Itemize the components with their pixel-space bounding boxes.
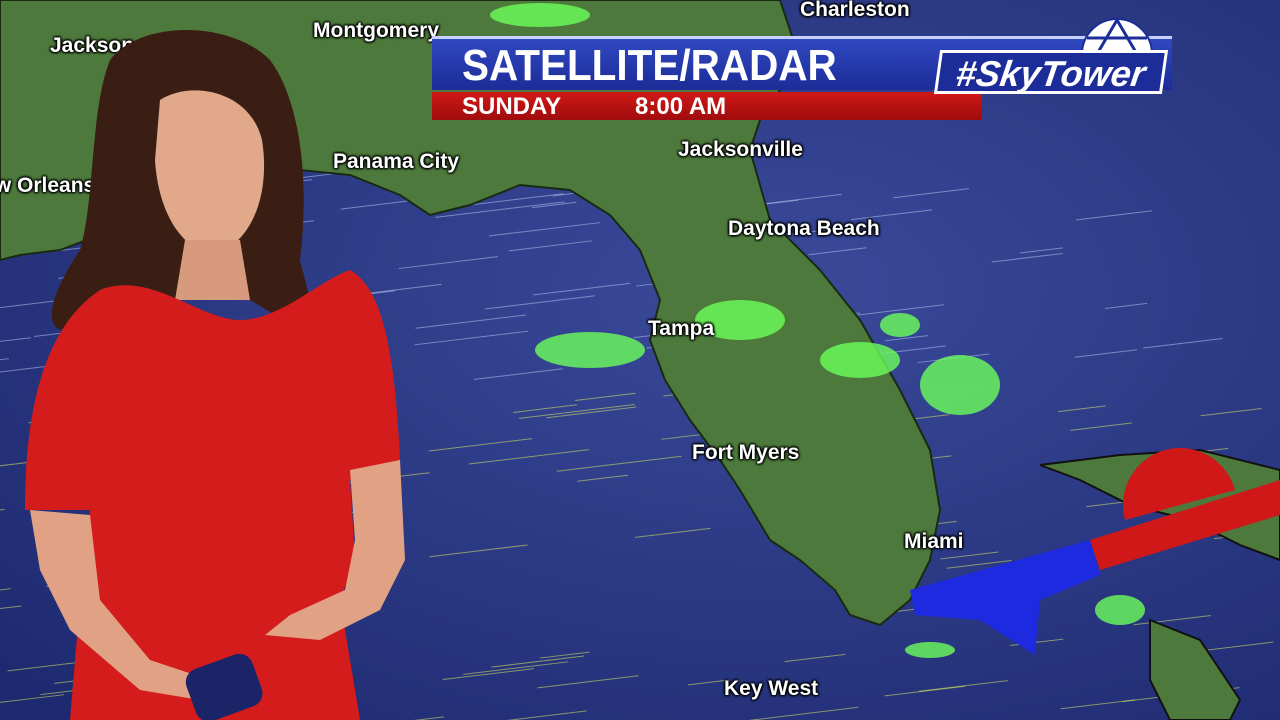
face [155,90,265,255]
banner-time: 8:00 AM [635,93,727,120]
meteorologist [25,30,405,720]
city-label-montgomery: Montgomery [313,19,439,42]
wind-streamline [1074,349,1138,358]
wind-streamline [546,406,637,419]
wind-streamline [491,655,585,668]
stationary-front [910,448,1280,655]
wind-streamline [0,460,38,467]
wind-streamline [556,455,682,472]
wind-streamline [635,527,711,538]
title-bar: SATELLITE/RADAR [432,36,1172,90]
city-label-jacksonville: Jacksonville [678,138,803,161]
arm-left [30,510,210,700]
date-time-bar: SUNDAY 8:00 AM [432,92,982,120]
wind-streamline [756,193,842,206]
wind-streamline [1143,337,1223,349]
cold-front-segment [910,540,1100,655]
radar-echoes [490,3,1145,658]
wind-streamline [488,222,601,237]
wind-streamline [398,256,498,270]
clicker-remote [185,653,263,720]
wind-streamline [415,314,526,329]
wind-streamline [0,694,65,703]
wind-streamline [428,438,533,452]
wind-streamline [884,685,966,697]
wind-streamline [940,551,999,560]
red-dress [25,270,400,720]
wind-streamline [414,330,529,346]
city-label-tampa: Tampa [648,317,715,340]
warm-front-bump [1123,448,1235,520]
wind-streamline [513,404,577,413]
wind-streamline [808,247,867,256]
wind-streamline [687,679,730,686]
wind-streamline [1075,210,1153,221]
wind-streamline [1070,422,1132,431]
wind-streamline [532,201,577,209]
wind-streamline [0,605,22,610]
city-label-miami: Miami [904,530,964,553]
wind-streamline [1200,407,1262,417]
city-label-new-orleans: New Orleans [0,174,96,197]
wind-streamline [533,282,630,296]
warm-front-segment [1090,480,1280,570]
wind-streamline [506,710,587,720]
wind-streamline [539,651,590,659]
city-label-jackson: Jackson [50,34,135,57]
city-label-key-west: Key West [724,677,819,700]
land-bahamas [1149,618,1242,720]
wind-streamline [473,368,563,380]
title-banner: SATELLITE/RADAR SUNDAY 8:00 AM #SkyTower [432,18,1192,122]
wind-streamline [463,661,569,675]
wind-streamline [748,706,859,720]
city-label-panama-city: Panama City [333,150,460,173]
wind-streamline [851,209,933,221]
wind-streamline [893,188,970,199]
wind-streamline [991,252,1063,263]
wind-streamline [413,716,444,720]
wind-streamline [1133,615,1211,626]
wind-streamline [508,240,593,252]
arm-right [265,460,405,640]
wind-streamline [468,449,589,465]
neck [175,240,250,300]
wind-streamline [946,560,1012,569]
skytower-dome-icon [1080,18,1154,55]
wind-streamline [1104,302,1148,309]
wind-streamline [1060,699,1136,710]
wind-streamline [519,404,635,419]
banner-title: SATELLITE/RADAR [462,41,837,90]
wind-streamline [1019,247,1064,254]
skytower-logo: #SkyTower [933,50,1169,94]
wind-streamline [435,201,565,218]
wind-streamline [1057,405,1106,413]
wind-streamline [0,337,31,342]
wind-streamline [784,653,846,663]
wind-streamline [918,680,1008,692]
banner-day: SUNDAY [462,93,562,120]
wind-streamline [575,392,636,401]
wind-streamline [577,474,628,482]
wind-streamline [885,335,928,342]
city-label-daytona-beach: Daytona Beach [728,217,880,240]
wind-streamline [484,295,596,310]
wind-streamline [537,675,639,689]
wind-streamline [442,668,534,681]
wind-streamline [429,544,528,558]
city-label-charleston: Charleston [800,0,910,21]
city-label-fort-myers: Fort Myers [692,441,800,464]
